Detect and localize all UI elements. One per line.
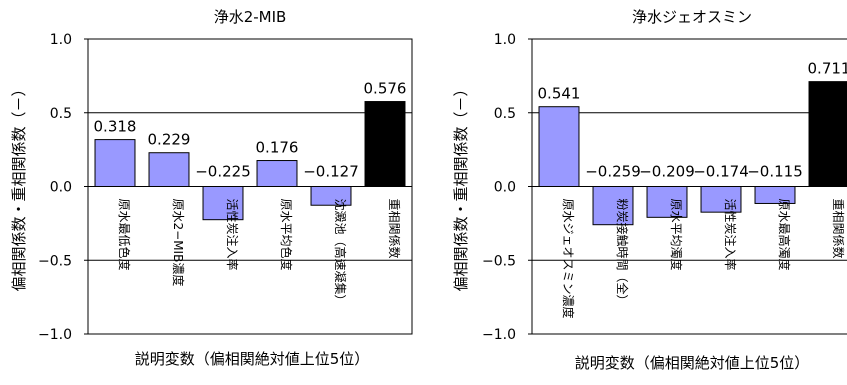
data-label: −0.225 [195, 163, 251, 181]
data-label: −0.115 [747, 163, 803, 181]
data-label: 0.176 [256, 139, 299, 157]
bar [538, 106, 580, 187]
category-label: 重相関係数 [387, 199, 402, 259]
chart-panel-2: 1.0 0.5 0.0 −0.5 −1.0 0.541 原水ジェオスミン濃度 −0.259 粉炭… [452, 8, 847, 372]
y-axis-label: 偏相関係数・重相関係数（－） [10, 81, 28, 291]
chart-title: 浄水2-MIB [214, 8, 287, 26]
y-tick-label: −1.0 [482, 327, 516, 343]
bar [592, 186, 634, 226]
bar [646, 186, 688, 218]
data-label: 0.229 [148, 131, 191, 149]
data-label: −0.127 [303, 163, 359, 181]
chart-panel-1: 1.0 0.5 0.0 −0.5 −1.0 0.318 原水最低色度 0.229 原水2−MIB… [10, 8, 413, 368]
data-label: −0.259 [585, 163, 641, 181]
y-tick-label: −1.0 [38, 327, 72, 343]
data-label: 0.541 [538, 85, 581, 103]
data-label: −0.209 [639, 163, 695, 181]
data-label: 0.576 [364, 80, 407, 98]
y-tick-label: 0.0 [50, 180, 72, 196]
y-tick-label: 1.0 [494, 32, 516, 48]
x-axis-label: 説明変数（偏相関絶対値上位5位） [575, 354, 810, 372]
data-label: 0.318 [94, 118, 137, 136]
bar [94, 139, 136, 187]
category-label: 原水ジェオスミン濃度 [561, 199, 576, 319]
y-tick-label: 1.0 [50, 32, 72, 48]
category-label: 活性炭注入率 [723, 199, 738, 271]
category-label: 沈澱池（高速凝集） [333, 199, 348, 307]
y-tick-label: 0.0 [494, 180, 516, 196]
y-tick-label: −0.5 [482, 253, 516, 269]
category-label: 粉炭接触時間（全） [615, 199, 630, 307]
y-tick-label: 0.5 [50, 106, 72, 122]
data-label: −0.174 [693, 163, 749, 181]
category-label: 原水最低色度 [117, 199, 132, 271]
category-label: 原水2−MIB濃度 [171, 199, 186, 287]
x-axis-label: 説明変数（偏相関絶対値上位5位） [135, 350, 370, 368]
bar [700, 186, 742, 213]
bar [364, 101, 406, 187]
category-label: 原水平均濁度 [669, 199, 684, 271]
bar [202, 186, 244, 221]
bar [808, 81, 847, 187]
category-label: 活性炭注入率 [225, 199, 240, 271]
data-label: 0.711 [808, 60, 847, 78]
bar [148, 152, 190, 188]
category-label: 原水平均色度 [279, 199, 294, 271]
chart-title: 浄水ジェオスミン [632, 8, 752, 26]
category-label: 原水最高濁度 [777, 199, 792, 271]
category-label: 重相関係数 [831, 199, 846, 259]
bar [754, 186, 796, 204]
bar [256, 160, 298, 187]
y-tick-label: 0.5 [494, 106, 516, 122]
bar [310, 186, 352, 206]
y-axis-label: 偏相関係数・重相関係数（－） [452, 81, 470, 291]
y-tick-label: −0.5 [38, 253, 72, 269]
